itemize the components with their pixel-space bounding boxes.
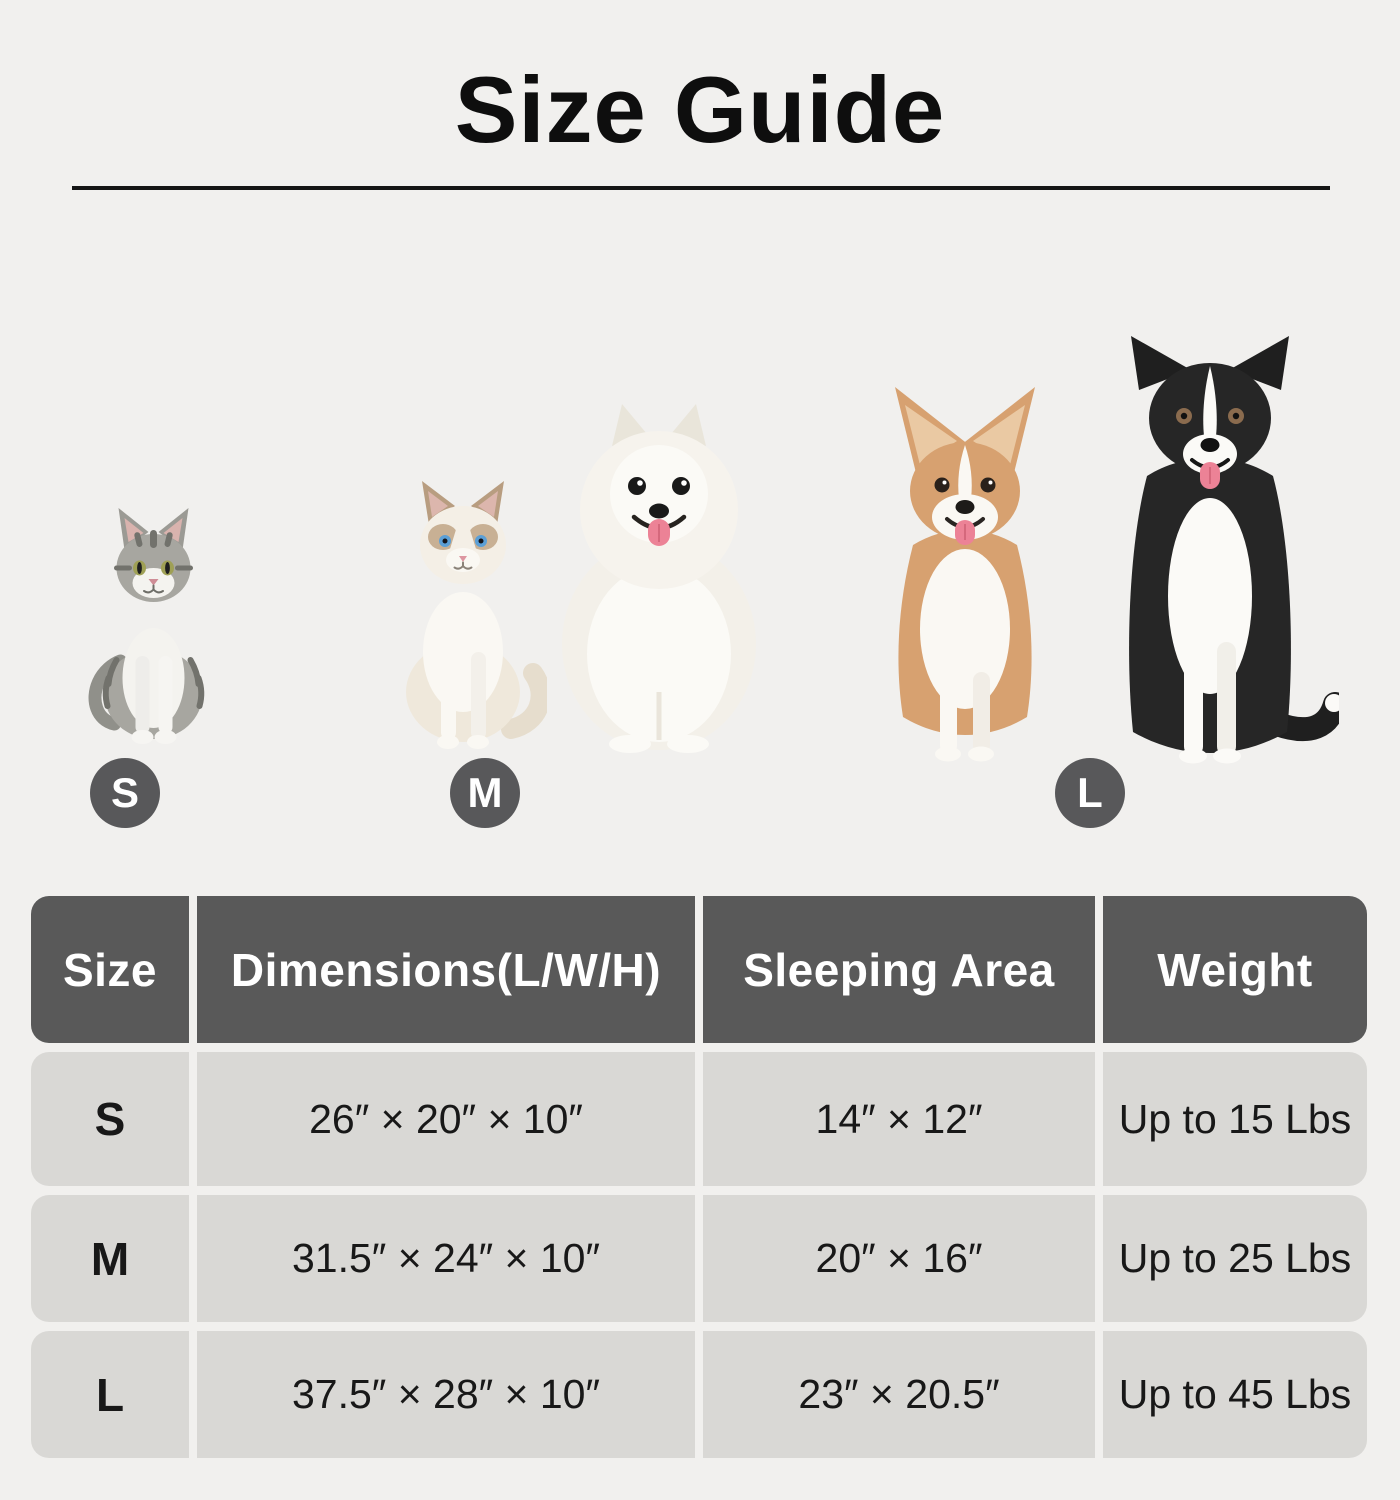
title-divider (72, 186, 1330, 190)
row-m-sleeping-area: 20″ × 16″ (703, 1195, 1095, 1322)
row-s-size: S (31, 1052, 189, 1186)
page-title: Size Guide (454, 57, 946, 162)
header-dimensions: Dimensions(L/W/H) (197, 896, 695, 1043)
row-l-dimensions: 37.5″ × 28″ × 10″ (197, 1331, 695, 1458)
row-s-dimensions: 26″ × 20″ × 10″ (197, 1052, 695, 1186)
row-s-weight: Up to 15 Lbs (1103, 1052, 1367, 1186)
size-table: Size Dimensions(L/W/H) Sleeping Area Wei… (31, 896, 1367, 1458)
header-weight: Weight (1103, 896, 1367, 1043)
row-s-sleeping-area: 14″ × 12″ (703, 1052, 1095, 1186)
size-badge-l-label: L (1077, 769, 1103, 816)
corgi-dog-image (895, 387, 1035, 762)
row-l-weight: Up to 45 Lbs (1103, 1331, 1367, 1458)
header-sleeping-area: Sleeping Area (703, 896, 1095, 1043)
row-m-dimensions: 31.5″ × 24″ × 10″ (197, 1195, 695, 1322)
row-l-size: L (31, 1331, 189, 1458)
size-badge-l: L (1055, 758, 1125, 828)
row-m-size: M (31, 1195, 189, 1322)
size-badge-m: M (450, 758, 520, 828)
header-size: Size (31, 896, 189, 1043)
row-m-weight: Up to 25 Lbs (1103, 1195, 1367, 1322)
row-l-sleeping-area: 23″ × 20.5″ (703, 1331, 1095, 1458)
ragdoll-cat-image (406, 481, 547, 749)
size-badge-s: S (90, 758, 160, 828)
tabby-cat-image (88, 508, 205, 744)
pomeranian-dog-image (562, 404, 756, 753)
border-collie-dog-image (1129, 336, 1339, 764)
size-badge-s-label: S (110, 769, 139, 816)
size-badge-m-label: M (467, 769, 503, 816)
pets-illustration: S M L (88, 336, 1339, 828)
